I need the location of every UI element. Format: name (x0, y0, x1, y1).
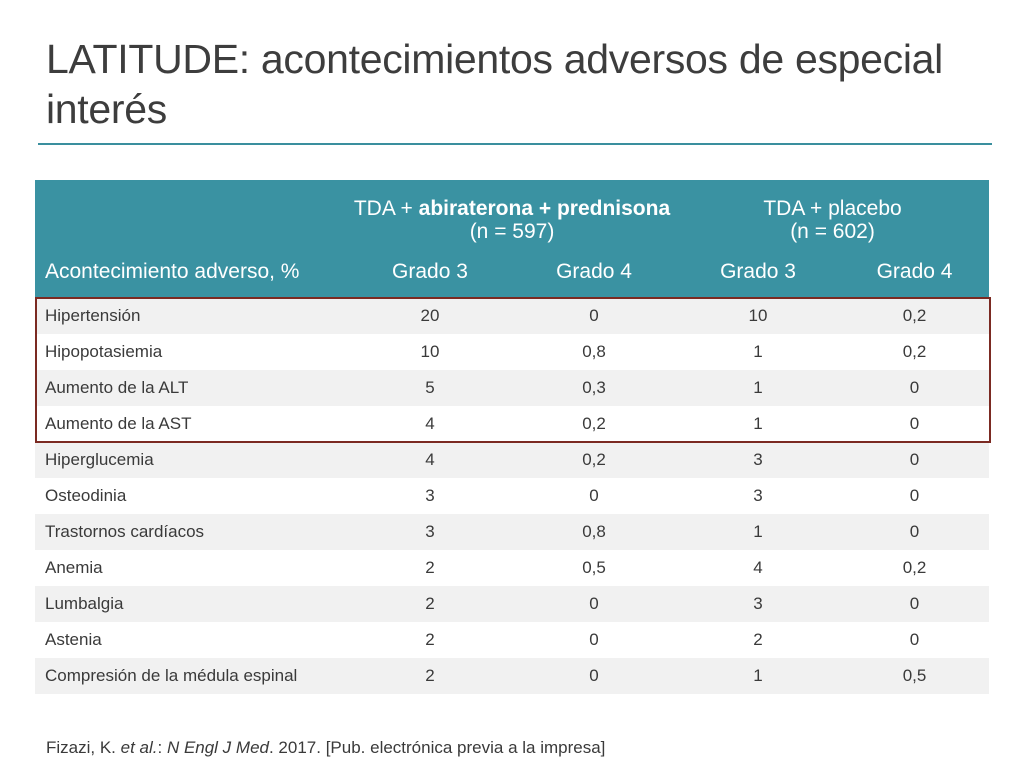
group-header-abiraterone: TDA + abiraterona + prednisona (n = 597) (348, 180, 677, 260)
percentage-value: 1 (676, 370, 841, 406)
percentage-value: 0 (512, 298, 677, 334)
percentage-value: 0 (840, 406, 990, 442)
event-name: Astenia (35, 622, 348, 658)
percentage-value: 4 (348, 442, 512, 478)
event-name: Aumento de la AST (35, 406, 348, 442)
percentage-value: 3 (676, 478, 841, 514)
row-header-label: Acontecimiento adverso, % (35, 260, 348, 298)
percentage-value: 10 (348, 334, 512, 370)
event-name: Anemia (35, 550, 348, 586)
percentage-value: 20 (348, 298, 512, 334)
event-name: Lumbalgia (35, 586, 348, 622)
event-name: Aumento de la ALT (35, 370, 348, 406)
event-name: Osteodinia (35, 478, 348, 514)
percentage-value: 0 (840, 586, 990, 622)
percentage-value: 0 (512, 658, 677, 694)
event-name: Hipopotasiemia (35, 334, 348, 370)
percentage-value: 0 (840, 514, 990, 550)
table-row: Compresión de la médula espinal 2 0 1 0,5 (35, 658, 990, 694)
table-row: Aumento de la ALT 5 0,3 1 0 (35, 370, 990, 406)
table-row: Trastornos cardíacos 3 0,8 1 0 (35, 514, 990, 550)
subheader-grade: Grado 4 (840, 260, 990, 298)
percentage-value: 0 (840, 478, 990, 514)
event-name: Hiperglucemia (35, 442, 348, 478)
percentage-value: 2 (676, 622, 841, 658)
percentage-value: 2 (348, 658, 512, 694)
table-row: Hipopotasiemia 10 0,8 1 0,2 (35, 334, 990, 370)
event-name: Compresión de la médula espinal (35, 658, 348, 694)
subheader-grade: Grado 3 (676, 260, 841, 298)
subheader-row: Acontecimiento adverso, % Grado 3 Grado … (35, 260, 990, 298)
percentage-value: 0 (512, 622, 677, 658)
percentage-value: 0,2 (512, 442, 677, 478)
subheader-grade: Grado 4 (512, 260, 677, 298)
title-divider (38, 143, 992, 145)
percentage-value: 3 (348, 514, 512, 550)
percentage-value: 0 (840, 442, 990, 478)
percentage-value: 2 (348, 550, 512, 586)
percentage-value: 2 (348, 622, 512, 658)
subheader-grade: Grado 3 (348, 260, 512, 298)
percentage-value: 0 (512, 478, 677, 514)
percentage-value: 0 (840, 370, 990, 406)
percentage-value: 0 (840, 622, 990, 658)
slide-title: LATITUDE: acontecimientos adversos de es… (46, 36, 943, 132)
percentage-value: 0,3 (512, 370, 677, 406)
percentage-value: 0 (512, 586, 677, 622)
event-name: Trastornos cardíacos (35, 514, 348, 550)
adverse-events-table: TDA + abiraterona + prednisona (n = 597)… (35, 180, 990, 694)
percentage-value: 0,5 (512, 550, 677, 586)
table-row: Hipertensión 20 0 10 0,2 (35, 298, 990, 334)
percentage-value: 1 (676, 334, 841, 370)
percentage-value: 1 (676, 406, 841, 442)
percentage-value: 0,2 (512, 406, 677, 442)
percentage-value: 10 (676, 298, 841, 334)
percentage-value: 2 (348, 586, 512, 622)
percentage-value: 3 (676, 586, 841, 622)
percentage-value: 3 (676, 442, 841, 478)
table-row: Astenia 2 0 2 0 (35, 622, 990, 658)
table-row: Osteodinia 3 0 3 0 (35, 478, 990, 514)
percentage-value: 0,2 (840, 334, 990, 370)
percentage-value: 0,2 (840, 298, 990, 334)
percentage-value: 4 (348, 406, 512, 442)
percentage-value: 1 (676, 514, 841, 550)
table-row: Lumbalgia 2 0 3 0 (35, 586, 990, 622)
group-header-row: TDA + abiraterona + prednisona (n = 597)… (35, 180, 990, 260)
event-name: Hipertensión (35, 298, 348, 334)
percentage-value: 3 (348, 478, 512, 514)
table-body: Hipertensión 20 0 10 0,2 Hipopotasiemia 10 0,8 1… (35, 298, 990, 694)
group-header-placebo: TDA + placebo (n = 602) (676, 180, 990, 260)
percentage-value: 0,8 (512, 514, 677, 550)
percentage-value: 0,5 (840, 658, 990, 694)
percentage-value: 5 (348, 370, 512, 406)
table-row: Aumento de la AST 4 0,2 1 0 (35, 406, 990, 442)
percentage-value: 0,8 (512, 334, 677, 370)
table-row: Anemia 2 0,5 4 0,2 (35, 550, 990, 586)
table-row: Hiperglucemia 4 0,2 3 0 (35, 442, 990, 478)
empty-header-cell (35, 180, 348, 260)
percentage-value: 4 (676, 550, 841, 586)
percentage-value: 0,2 (840, 550, 990, 586)
citation: Fizazi, K. et al.: N Engl J Med. 2017. [… (46, 738, 606, 757)
percentage-value: 1 (676, 658, 841, 694)
